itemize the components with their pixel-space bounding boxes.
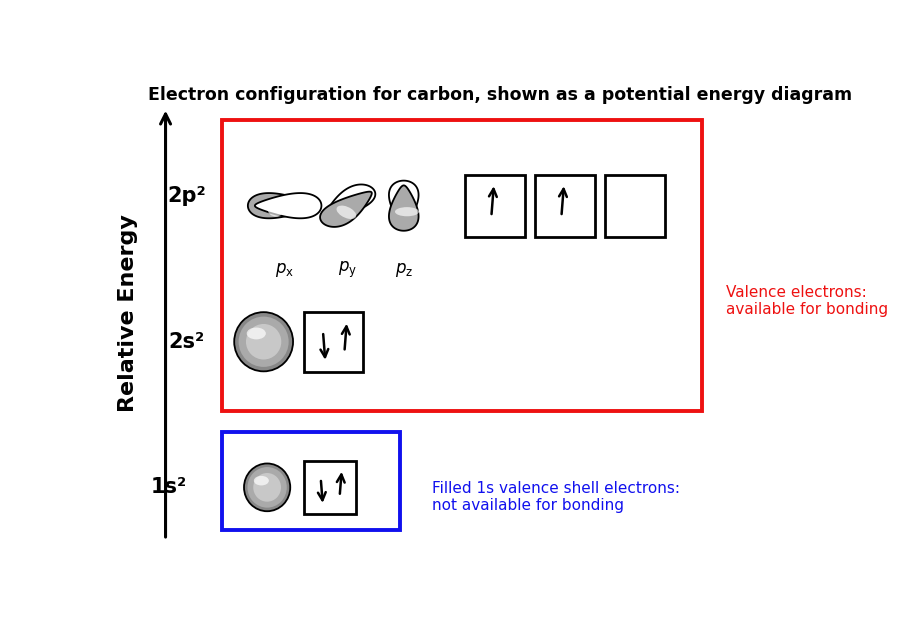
Ellipse shape	[244, 464, 290, 511]
Text: $p_\mathrm{z}$: $p_\mathrm{z}$	[395, 261, 413, 279]
Bar	[604, 175, 664, 237]
Ellipse shape	[247, 327, 265, 339]
Text: Electron configuration for carbon, shown as a potential energy diagram: Electron configuration for carbon, shown…	[148, 86, 852, 104]
Polygon shape	[320, 192, 371, 227]
Bar	[464, 175, 524, 237]
Text: 1s²: 1s²	[151, 477, 187, 497]
Ellipse shape	[246, 324, 281, 360]
Text: 2s²: 2s²	[168, 332, 204, 352]
Bar	[221, 433, 400, 530]
Ellipse shape	[238, 317, 288, 367]
Bar	[221, 120, 701, 411]
Ellipse shape	[395, 207, 418, 216]
Polygon shape	[323, 185, 375, 219]
Ellipse shape	[234, 312, 293, 371]
Text: $p_\mathrm{y}$: $p_\mathrm{y}$	[338, 260, 357, 280]
Text: 2p²: 2p²	[167, 186, 206, 206]
Text: $p_\mathrm{x}$: $p_\mathrm{x}$	[275, 261, 293, 279]
Polygon shape	[247, 193, 314, 218]
Polygon shape	[388, 185, 418, 231]
Polygon shape	[388, 180, 418, 226]
Text: Filled 1s valence shell electrons:
not available for bonding: Filled 1s valence shell electrons: not a…	[432, 480, 679, 513]
Ellipse shape	[254, 476, 268, 485]
Bar	[535, 175, 594, 237]
Ellipse shape	[336, 206, 356, 219]
Ellipse shape	[247, 467, 286, 508]
Ellipse shape	[267, 200, 284, 216]
Bar	[303, 461, 356, 513]
Bar	[303, 312, 363, 371]
Text: Valence electrons:
available for bonding: Valence electrons: available for bonding	[725, 285, 887, 317]
Text: Relative Energy: Relative Energy	[118, 214, 138, 412]
Ellipse shape	[253, 473, 281, 502]
Polygon shape	[255, 193, 321, 218]
